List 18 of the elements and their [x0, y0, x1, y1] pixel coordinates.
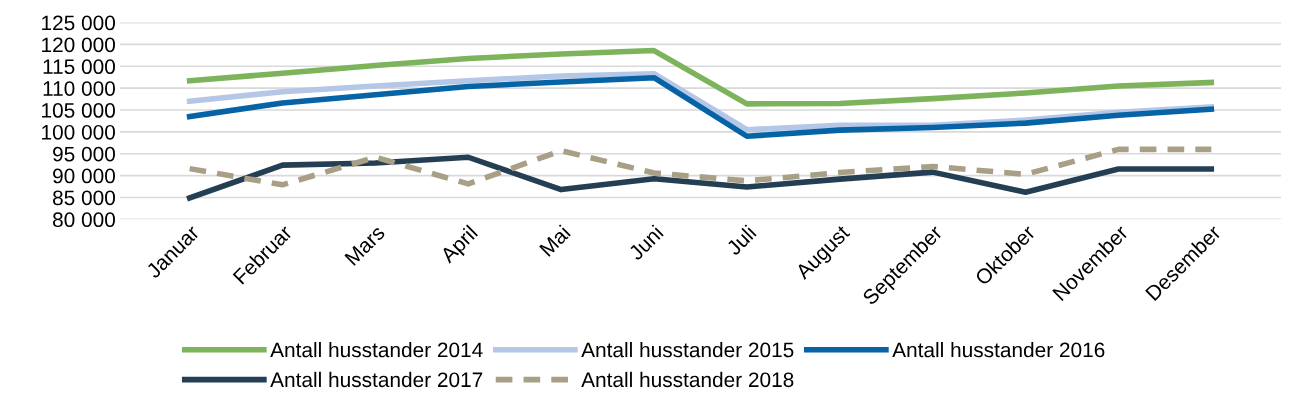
y-tick-label: 120 000: [42, 37, 115, 53]
y-tick-label: 85 000: [52, 190, 115, 206]
legend-label: Antall husstander 2016: [892, 341, 1105, 358]
legend-label: Antall husstander 2014: [270, 341, 483, 358]
y-tick-label: 110 000: [43, 81, 115, 96]
y-tick-label: 105 000: [42, 103, 115, 118]
y-tick-label: 80 000: [52, 212, 115, 228]
y-tick-label: 100 000: [42, 124, 115, 140]
legend-label: Antall husstander 2017: [270, 371, 483, 388]
y-tick-label: 95 000: [53, 146, 115, 162]
x-tick-label: Mai: [538, 224, 571, 257]
legend-label: Antall husstander 2015: [581, 341, 794, 358]
y-tick-label: 125 000: [42, 15, 115, 31]
x-tick-label: Juni: [627, 224, 664, 262]
legend-label: Antall husstander 2018: [581, 371, 794, 388]
y-tick-label: 90 000: [53, 168, 115, 184]
x-tick-label: Juli: [725, 224, 757, 257]
y-tick-label: 115 000: [43, 59, 115, 75]
